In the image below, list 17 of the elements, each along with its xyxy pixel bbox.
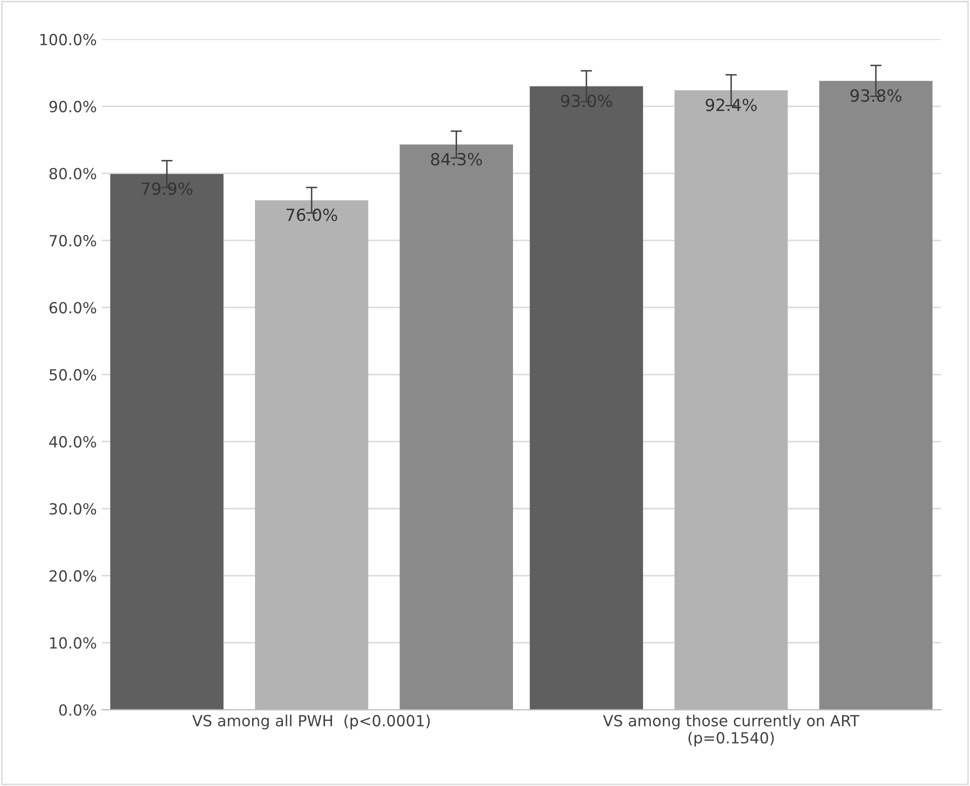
- y-tick-label: 70.0%: [50, 234, 96, 246]
- data-label: 76.0%: [286, 208, 338, 222]
- y-tick-label: 50.0%: [50, 368, 96, 381]
- y-tick-label: 40.0%: [49, 436, 96, 448]
- data-label: 92.4%: [706, 98, 757, 112]
- y-tick-label: 80.0%: [49, 168, 96, 180]
- y-tick-label: 0.0%: [59, 704, 96, 716]
- y-tick-label: 30.0%: [50, 503, 96, 515]
- y-tick-label: 20.0%: [50, 570, 96, 582]
- data-label: 84.3%: [431, 152, 482, 166]
- y-tick-label: 100.0%: [40, 34, 96, 46]
- y-tick-label: 60.0%: [50, 302, 96, 314]
- x-tick-label: VS among those currently on ART (p=0.1540): [603, 714, 860, 747]
- x-tick-label: VS among all PWH (p<0.0001): [192, 714, 430, 730]
- data-label: 93.8%: [850, 89, 902, 102]
- y-tick-label: 10.0%: [50, 637, 96, 649]
- y-tick-label: 90.0%: [49, 100, 96, 112]
